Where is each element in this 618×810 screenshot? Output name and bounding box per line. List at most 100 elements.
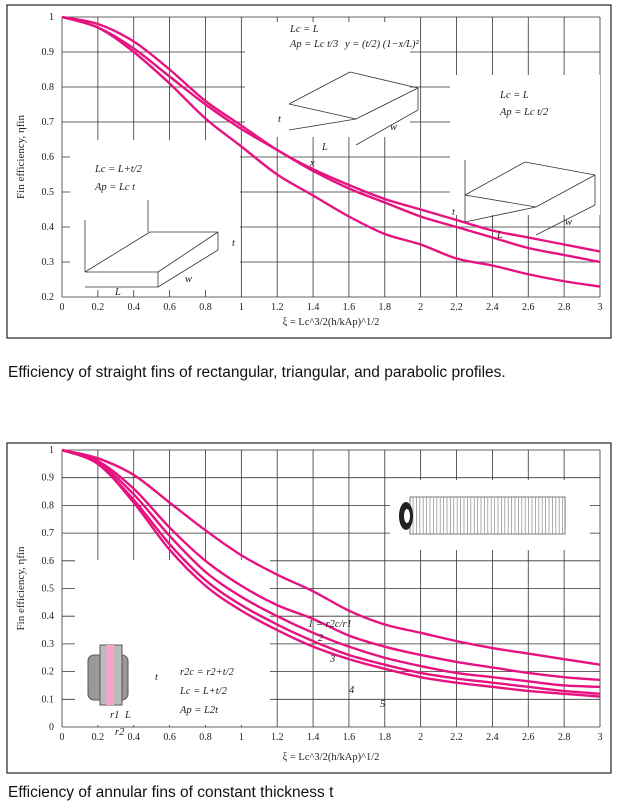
x-tick-label: 0.4: [127, 732, 140, 743]
x-tick-label: 1.2: [271, 732, 284, 743]
x-tick-label: 2.2: [450, 732, 463, 743]
annular-ap-label: Ap = L2t: [179, 705, 219, 716]
diagram-line: [288, 103, 357, 120]
x-tick-label: 1.8: [379, 732, 392, 743]
x-tick-label: 0.2: [92, 732, 105, 743]
diagram-line: [535, 174, 596, 208]
chart-2: 0 0.2 0.4 0.6 0.8 1 1.2 1.4 1.6 1.8 2 2.2 2.4 2.6 2.8 3…: [6, 442, 612, 774]
x-tick-label: 2.8: [558, 732, 571, 743]
x-tick-label: 3: [598, 732, 603, 743]
x-tick-label: 2.6: [522, 732, 535, 743]
series-line-1: [61, 15, 601, 253]
x-axis-label: ξ = Lc^3/2(h/kAp)^1/2: [283, 317, 380, 328]
x-tick-label: 1: [239, 302, 244, 313]
y-tick-label: 0.1: [42, 694, 55, 705]
x-tick-label: 2: [418, 302, 423, 313]
y-tick-label: 0.3: [42, 639, 55, 650]
para-fin-x-label: x: [309, 158, 315, 169]
diagram-line: [288, 118, 357, 131]
diagram-line: [464, 194, 537, 208]
x-tick-label: 3: [598, 302, 603, 313]
x-tick-label: 0.4: [127, 302, 140, 313]
x-tick-label: 2.4: [486, 732, 499, 743]
y-tick-label: 0.3: [42, 257, 55, 268]
x-tick-label: 0.6: [163, 302, 176, 313]
y-tick-label: 0.5: [42, 584, 55, 595]
annular-lc-label: Lc = L+t/2: [179, 686, 228, 697]
diagram-line: [84, 231, 151, 273]
y-tick-label: 0.2: [42, 292, 55, 303]
series-line-3: [61, 448, 601, 689]
y-tick-label: 0.6: [42, 152, 55, 163]
x-tick-label: 1.2: [271, 302, 284, 313]
annular-r1-label: r1: [110, 710, 119, 721]
fin-section-drawing: [106, 645, 114, 705]
diagram-line: [355, 109, 419, 146]
series-line-2: [61, 448, 601, 682]
tri-fin-lc-label: Lc = L: [499, 90, 529, 101]
tri-fin-t-label: t: [452, 207, 456, 218]
x-tick-label: 2: [418, 732, 423, 743]
chart-1: 0 0.2 0.4 0.6 0.8 1 1.2 1.4 1.6 1.8 2 2.2 2.4 2.6 2.8 3…: [6, 4, 612, 339]
diagram-line: [464, 206, 537, 223]
series-line-4: [61, 448, 601, 695]
x-axis-label: ξ = Lc^3/2(h/kAp)^1/2: [283, 752, 380, 763]
x-tick-label: 0.8: [199, 732, 212, 743]
x-tick-label: 2.2: [450, 302, 463, 313]
y-tick-label: 0.8: [42, 82, 55, 93]
y-axis-label: Fin efficiency, ηfin: [15, 546, 27, 630]
x-tick-label: 0: [60, 732, 65, 743]
caption-straight-fins: Efficiency of straight fins of rectangul…: [8, 364, 506, 381]
diagram-line: [349, 71, 419, 89]
y-axis-label: Fin efficiency, ηfin: [15, 115, 27, 199]
x-tick-label: 0.2: [92, 302, 105, 313]
diagram-line: [535, 204, 596, 236]
diagram-line: [288, 71, 351, 105]
x-tick-label: 2.4: [486, 302, 499, 313]
para-fin-w-label: w: [390, 122, 397, 133]
series-label-1: 1 = r2c/r1: [308, 619, 352, 630]
para-fin-lc-label: Lc = L: [289, 24, 319, 35]
diagram-line: [157, 231, 219, 273]
para-fin-t-label: t: [278, 114, 282, 125]
y-tick-label: 0.2: [42, 667, 55, 678]
x-tick-label: 2.6: [522, 302, 535, 313]
series-line-2: [61, 15, 601, 264]
y-tick-label: 0.9: [42, 47, 55, 58]
series-line-3: [61, 15, 601, 288]
tube-bore: [404, 509, 410, 523]
diagram-line: [355, 87, 419, 120]
caption-annular-fins: Efficiency of annular fins of constant t…: [8, 784, 334, 801]
y-tick-label: 0.5: [42, 187, 55, 198]
x-tick-label: 1.6: [343, 732, 356, 743]
tri-fin-w-label: w: [565, 217, 572, 228]
tri-fin-L-label: L: [496, 230, 503, 241]
x-tick-label: 0.6: [163, 732, 176, 743]
diagram-line: [524, 161, 596, 176]
rect-fin-lc-label: Lc = L+t/2: [94, 164, 143, 175]
inset-diagram-background: [70, 140, 240, 290]
x-tick-label: 1: [239, 732, 244, 743]
series-line-1: [61, 448, 601, 666]
y-tick-label: 1: [49, 12, 54, 23]
x-tick-label: 1.4: [307, 732, 320, 743]
x-tick-label: 1.8: [379, 302, 392, 313]
y-tick-label: 0.9: [42, 473, 55, 484]
x-tick-label: 0: [60, 302, 65, 313]
annular-L-label: L: [124, 710, 131, 721]
rect-fin-t-label: t: [232, 238, 236, 249]
chart-frame: [6, 442, 612, 774]
y-tick-label: 0.4: [42, 611, 55, 622]
para-fin-y-label: y = (t/2) (1−x/L)²: [344, 39, 419, 50]
diagram-line: [157, 249, 219, 288]
chart-frame: [6, 4, 612, 339]
series-label-4: 4: [349, 685, 355, 696]
diagram-line: [464, 161, 526, 196]
series-label-5: 5: [380, 699, 385, 710]
annular-t-label: t: [155, 672, 159, 683]
series-label-3: 3: [329, 654, 335, 665]
x-tick-label: 2.8: [558, 302, 571, 313]
y-tick-label: 0.4: [42, 222, 55, 233]
series-label-2: 2: [318, 633, 324, 644]
